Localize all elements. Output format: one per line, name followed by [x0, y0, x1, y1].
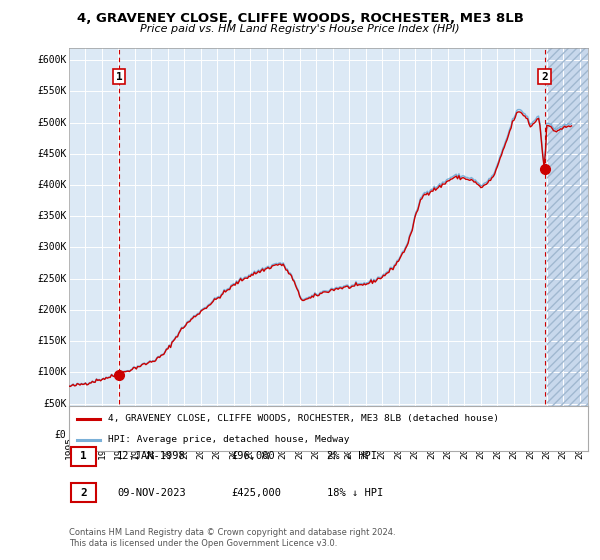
Text: 09-NOV-2023: 09-NOV-2023 [117, 488, 186, 498]
Text: Price paid vs. HM Land Registry's House Price Index (HPI): Price paid vs. HM Land Registry's House … [140, 24, 460, 34]
Bar [547, 48, 588, 435]
Text: 4, GRAVENEY CLOSE, CLIFFE WOODS, ROCHESTER, ME3 8LB (detached house): 4, GRAVENEY CLOSE, CLIFFE WOODS, ROCHEST… [108, 414, 499, 423]
Text: £250K: £250K [37, 274, 67, 284]
Text: £300K: £300K [37, 242, 67, 253]
Text: 18% ↓ HPI: 18% ↓ HPI [327, 488, 383, 498]
Text: £400K: £400K [37, 180, 67, 190]
Text: Contains HM Land Registry data © Crown copyright and database right 2024.: Contains HM Land Registry data © Crown c… [69, 528, 395, 536]
Text: 1: 1 [116, 72, 122, 82]
Text: £425,000: £425,000 [231, 488, 281, 498]
Text: 1: 1 [80, 451, 87, 461]
Text: £150K: £150K [37, 336, 67, 346]
Text: £600K: £600K [37, 55, 67, 65]
Text: £0: £0 [55, 430, 67, 440]
Text: £50K: £50K [43, 399, 67, 409]
Text: 4, GRAVENEY CLOSE, CLIFFE WOODS, ROCHESTER, ME3 8LB: 4, GRAVENEY CLOSE, CLIFFE WOODS, ROCHEST… [77, 12, 523, 25]
Text: 2: 2 [80, 488, 87, 498]
Text: £500K: £500K [37, 118, 67, 128]
Text: £550K: £550K [37, 86, 67, 96]
Text: £100K: £100K [37, 367, 67, 377]
Text: £96,000: £96,000 [231, 451, 275, 461]
Text: £350K: £350K [37, 211, 67, 221]
Text: £450K: £450K [37, 149, 67, 159]
Bar [547, 48, 588, 435]
Text: This data is licensed under the Open Government Licence v3.0.: This data is licensed under the Open Gov… [69, 539, 337, 548]
Text: £200K: £200K [37, 305, 67, 315]
Text: 12-JAN-1998: 12-JAN-1998 [117, 451, 186, 461]
Text: 2: 2 [541, 72, 548, 82]
Text: HPI: Average price, detached house, Medway: HPI: Average price, detached house, Medw… [108, 435, 349, 444]
Text: 2% ↓ HPI: 2% ↓ HPI [327, 451, 377, 461]
